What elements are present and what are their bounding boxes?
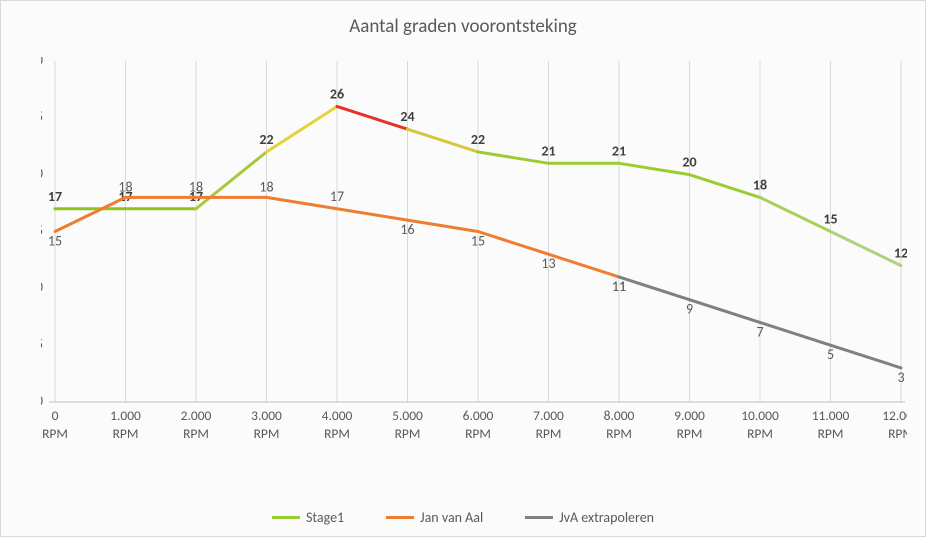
svg-text:17: 17 bbox=[48, 188, 62, 205]
svg-text:9.000: 9.000 bbox=[674, 407, 705, 424]
svg-text:RPM: RPM bbox=[183, 425, 209, 442]
legend-item-janvanaal: Jan van Aal bbox=[386, 509, 483, 526]
svg-text:RPM: RPM bbox=[42, 425, 68, 442]
svg-text:RPM: RPM bbox=[254, 425, 280, 442]
svg-text:17: 17 bbox=[330, 188, 344, 205]
svg-text:8.000: 8.000 bbox=[604, 407, 635, 424]
svg-text:13: 13 bbox=[541, 255, 555, 272]
svg-text:6.000: 6.000 bbox=[463, 407, 494, 424]
svg-text:7: 7 bbox=[756, 323, 763, 340]
legend-label-jva-extrapoleren: JvA extrapoleren bbox=[559, 509, 654, 526]
svg-text:18: 18 bbox=[259, 178, 273, 195]
svg-text:16: 16 bbox=[400, 221, 414, 238]
svg-text:RPM: RPM bbox=[113, 425, 139, 442]
svg-text:RPM: RPM bbox=[395, 425, 421, 442]
svg-text:4.000: 4.000 bbox=[322, 407, 353, 424]
legend: Stage1 Jan van Aal JvA extrapoleren bbox=[1, 509, 925, 526]
svg-text:26: 26 bbox=[330, 85, 344, 102]
svg-text:15: 15 bbox=[41, 222, 43, 239]
svg-text:12.000: 12.000 bbox=[882, 407, 907, 424]
svg-text:7.000: 7.000 bbox=[533, 407, 564, 424]
legend-item-jva-extrapoleren: JvA extrapoleren bbox=[525, 509, 654, 526]
svg-text:18: 18 bbox=[118, 178, 132, 195]
svg-text:RPM: RPM bbox=[324, 425, 350, 442]
svg-text:21: 21 bbox=[612, 142, 626, 159]
legend-label-janvanaal: Jan van Aal bbox=[420, 509, 483, 526]
legend-swatch-jva-extrapoleren bbox=[525, 516, 553, 519]
svg-text:RPM: RPM bbox=[888, 425, 907, 442]
svg-text:RPM: RPM bbox=[677, 425, 703, 442]
svg-text:11.000: 11.000 bbox=[812, 407, 850, 424]
svg-text:10.000: 10.000 bbox=[741, 407, 779, 424]
svg-text:30: 30 bbox=[41, 57, 43, 68]
svg-text:18: 18 bbox=[753, 176, 767, 193]
svg-text:11: 11 bbox=[612, 278, 626, 295]
svg-text:9: 9 bbox=[686, 301, 693, 318]
legend-swatch-stage1 bbox=[272, 516, 300, 519]
plot-area: 0510152025300RPM1.000RPM2.000RPM3.000RPM… bbox=[41, 57, 907, 448]
svg-text:RPM: RPM bbox=[536, 425, 562, 442]
svg-text:21: 21 bbox=[541, 142, 555, 159]
svg-text:24: 24 bbox=[400, 108, 414, 125]
svg-text:0: 0 bbox=[52, 407, 59, 424]
svg-text:3: 3 bbox=[897, 369, 904, 386]
legend-label-stage1: Stage1 bbox=[306, 509, 344, 526]
svg-text:RPM: RPM bbox=[747, 425, 773, 442]
legend-item-stage1: Stage1 bbox=[272, 509, 344, 526]
svg-text:15: 15 bbox=[48, 233, 62, 250]
svg-text:1.000: 1.000 bbox=[110, 407, 141, 424]
svg-text:5: 5 bbox=[41, 336, 43, 353]
chart-container: Aantal graden voorontsteking 0 5 10 15 20 25 3… bbox=[0, 0, 926, 537]
svg-text:RPM: RPM bbox=[465, 425, 491, 442]
svg-text:15: 15 bbox=[471, 233, 485, 250]
svg-text:2.000: 2.000 bbox=[181, 407, 212, 424]
svg-text:10: 10 bbox=[41, 279, 43, 296]
legend-swatch-janvanaal bbox=[386, 516, 414, 519]
svg-text:25: 25 bbox=[41, 108, 43, 125]
svg-text:20: 20 bbox=[41, 165, 43, 182]
svg-text:12: 12 bbox=[894, 245, 907, 262]
svg-text:5: 5 bbox=[827, 346, 834, 363]
svg-text:0: 0 bbox=[41, 392, 43, 409]
svg-text:RPM: RPM bbox=[606, 425, 632, 442]
svg-text:18: 18 bbox=[189, 178, 203, 195]
svg-text:22: 22 bbox=[471, 131, 485, 148]
svg-text:RPM: RPM bbox=[818, 425, 844, 442]
svg-text:15: 15 bbox=[823, 211, 837, 228]
svg-text:3.000: 3.000 bbox=[251, 407, 282, 424]
svg-text:20: 20 bbox=[682, 154, 696, 171]
chart-title: Aantal graden voorontsteking bbox=[15, 15, 911, 38]
svg-text:5.000: 5.000 bbox=[392, 407, 423, 424]
svg-text:22: 22 bbox=[259, 131, 273, 148]
